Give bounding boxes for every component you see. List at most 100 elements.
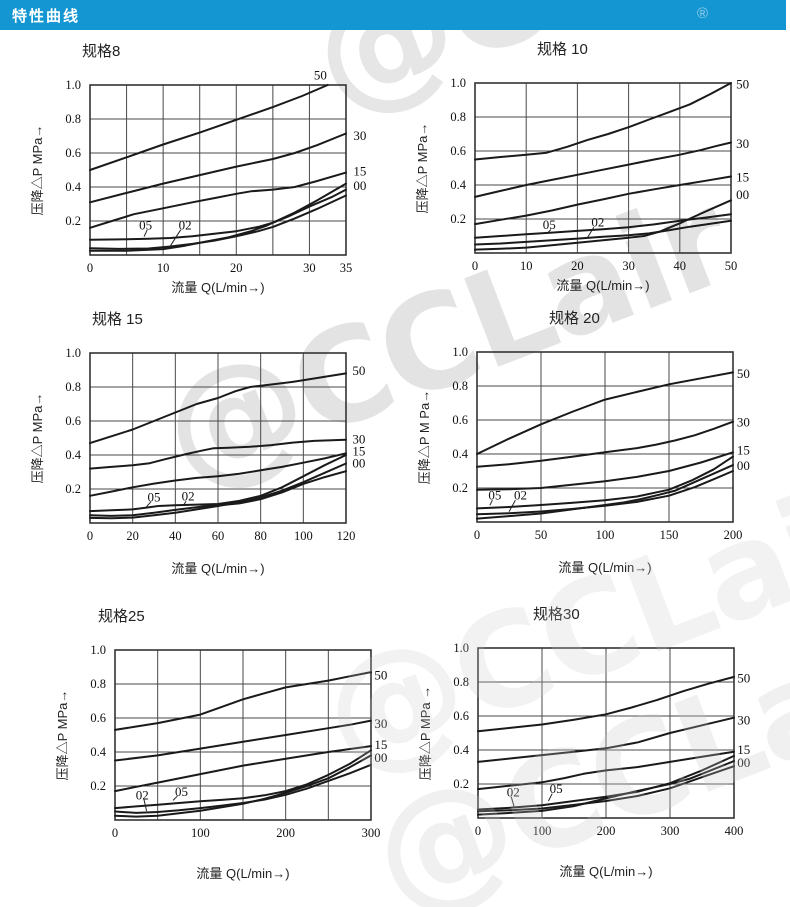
y-tick-label: 0.6: [452, 413, 468, 427]
curve-label-05: 05: [543, 217, 556, 232]
y-tick-label: 0.2: [450, 212, 466, 226]
curve-50: [474, 82, 732, 161]
x-tick-label: 0: [112, 826, 118, 840]
curve-label-00: 00: [737, 458, 750, 473]
curve-02: [474, 219, 732, 246]
x-tick-label: 100: [294, 529, 313, 543]
x-tick-label: 40: [674, 259, 687, 273]
y-tick-label: 0.6: [65, 414, 81, 428]
y-tick-label: 1.0: [90, 643, 106, 657]
x-tick-label: 300: [661, 824, 680, 838]
x-tick-label: 20: [230, 261, 243, 275]
curve-label-leader: [146, 501, 152, 508]
y-tick-label: 0.4: [65, 448, 81, 462]
x-tick-label: 30: [622, 259, 635, 273]
curve-label-50: 50: [737, 671, 750, 686]
curve-label-00: 00: [352, 456, 365, 471]
x-tick-label: 0: [87, 261, 93, 275]
curve-label-leader: [170, 229, 182, 246]
curve-label-02: 02: [182, 489, 195, 504]
curve-30: [89, 132, 347, 204]
y-tick-label: 0.4: [450, 178, 466, 192]
y-tick-label: 0.8: [452, 379, 468, 393]
curve-label-30: 30: [352, 432, 365, 447]
line-chart: 规格 150 20 40 60 80 100 1200.20.40.60.81.0压降△P …: [30, 311, 365, 576]
y-tick-label: 1.0: [65, 346, 81, 360]
x-tick-label: 200: [597, 824, 616, 838]
curve-30: [114, 719, 372, 762]
x-tick-label: 40: [169, 529, 182, 543]
y-tick-label: 0.6: [450, 144, 466, 158]
x-tick-label: 150: [660, 528, 679, 542]
y-tick-label: 0.4: [452, 447, 468, 461]
curve-label-30: 30: [353, 128, 366, 143]
y-tick-label: 0.8: [90, 677, 106, 691]
x-tick-label: 30: [303, 261, 316, 275]
curve-label-15: 15: [374, 737, 387, 752]
curve-30: [476, 420, 734, 468]
x-axis-label: 流量 Q(L/min→): [196, 866, 289, 881]
x-tick-label: 300: [362, 826, 381, 840]
curve-label-15: 15: [352, 444, 365, 459]
curve-label-02: 02: [514, 488, 527, 503]
line-chart: 规格25 0 100 200 300 0.2 0.4 0.6 0.8 1.0 压降△P MPa→ 流量…: [55, 608, 387, 881]
y-tick-label: 0.4: [90, 745, 106, 759]
curve-05: [114, 749, 372, 810]
x-tick-label: 35: [340, 261, 353, 275]
y-tick-label: 0.4: [65, 180, 81, 194]
curve-05: [89, 454, 347, 513]
x-tick-label: 100: [596, 528, 615, 542]
curve-label-15: 15: [737, 443, 750, 458]
curve-label-05: 05: [488, 488, 501, 503]
x-tick-label: 0: [472, 259, 478, 273]
curve-label-15: 15: [736, 169, 749, 184]
chart-title: 规格30: [533, 606, 580, 623]
x-tick-label: 400: [725, 824, 744, 838]
chart-spec-30: 规格30 0 100 200 300 400 0.2 0.4 0.6 0.8 1.0 压降△P MPa…: [416, 603, 768, 903]
curve-02: [89, 194, 347, 250]
y-tick-label: 1.0: [452, 345, 468, 359]
curve-label-02: 02: [591, 214, 604, 229]
curve-50: [89, 372, 347, 445]
y-axis-label: 压降△P MPa →: [418, 686, 433, 780]
curve-15: [474, 175, 732, 226]
curve-label-05: 05: [139, 217, 152, 232]
x-tick-label: 100: [533, 824, 552, 838]
curve-label-00: 00: [737, 755, 750, 770]
x-tick-label: 20: [126, 529, 138, 543]
y-axis-label: 压降△P MPa→: [55, 690, 70, 781]
curve-label-leader: [183, 500, 187, 506]
x-axis-label: 流量 Q(L/min→): [559, 864, 652, 879]
chart-title: 规格25: [98, 608, 145, 625]
curve-label-30: 30: [737, 712, 750, 727]
y-tick-label: 0.8: [65, 380, 81, 394]
curve-label-50: 50: [314, 68, 327, 83]
chart-spec-15: 规格 15 0 20 40 60 80 100 120 0.2 0.4 0.6 0.8 1.0 压降△P …: [28, 308, 380, 608]
curve-00: [476, 464, 734, 520]
curve-label-05: 05: [175, 784, 188, 799]
curve-label-leader: [489, 499, 493, 506]
curve-05: [476, 455, 734, 510]
curve-30: [89, 438, 347, 470]
x-axis-label: 流量 Q(L/min→): [171, 280, 264, 295]
curve-label-02: 02: [179, 217, 192, 232]
curve-label-50: 50: [374, 668, 387, 683]
curve-50: [89, 84, 329, 171]
y-tick-label: 0.2: [65, 214, 81, 228]
line-chart: 规格30 0 100 200 300 400 0.2 0.4 0.6 0.8 1.0 压降△P MPa…: [418, 606, 750, 879]
curve-label-leader: [508, 499, 516, 513]
curve-label-05: 05: [550, 781, 563, 796]
chart-spec-25: 规格25 0 100 200 300 0.2 0.4 0.6 0.8 1.0 压降△P MPa→ 流量…: [53, 605, 405, 905]
plot-border: [477, 647, 735, 819]
y-tick-label: 0.8: [453, 675, 469, 689]
curve-15: [89, 452, 347, 497]
curve-label-00: 00: [736, 187, 749, 202]
curve-label-02: 02: [507, 785, 520, 800]
y-tick-label: 0.6: [90, 711, 106, 725]
y-tick-label: 0.8: [65, 112, 81, 126]
curve-label-15: 15: [737, 742, 750, 757]
x-tick-label: 0: [87, 529, 93, 543]
curve-00: [474, 199, 732, 251]
